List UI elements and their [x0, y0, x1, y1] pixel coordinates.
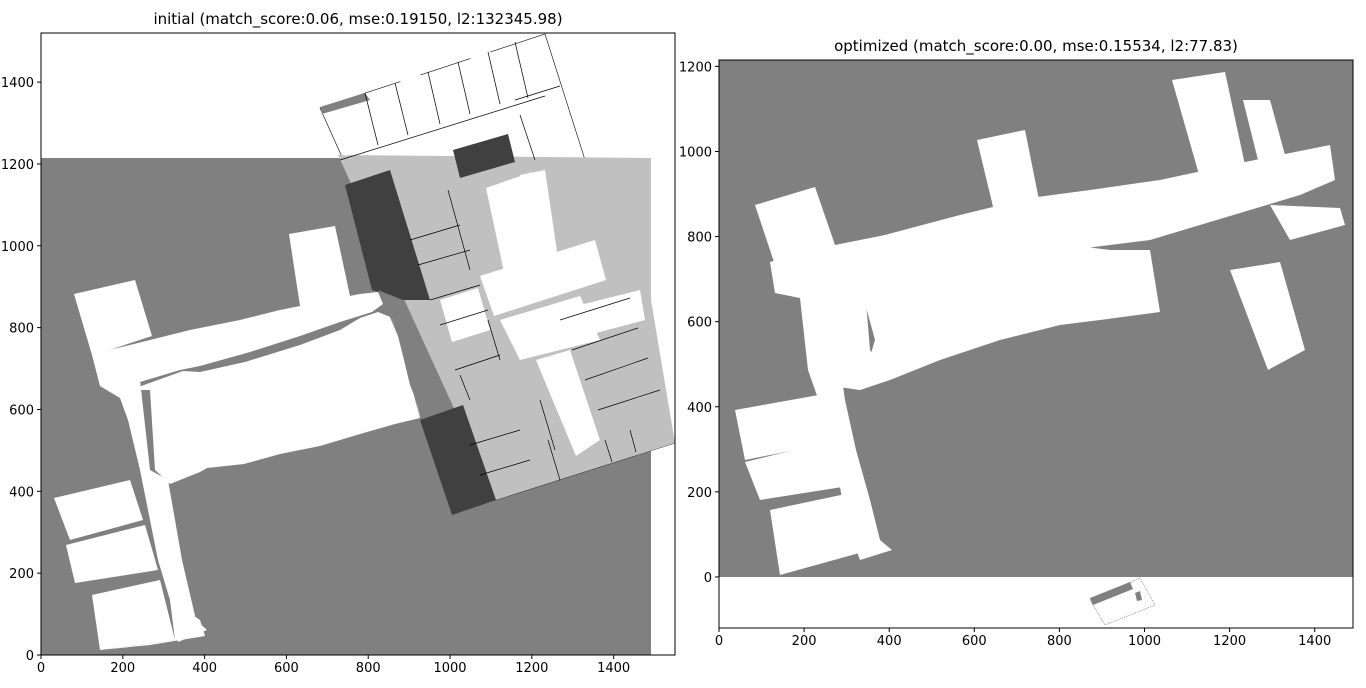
- x-tick-label: 400: [192, 661, 217, 676]
- panel-initial: initial (match_score:0.06, mse:0.19150, …: [1, 10, 676, 676]
- x-tick-label: 200: [792, 634, 817, 649]
- x-tick-label: 600: [274, 661, 299, 676]
- y-tick-label: 1000: [679, 145, 712, 160]
- y-tick-label: 1400: [1, 76, 34, 91]
- overlay-floorplan: [319, 33, 676, 515]
- y-tick-label: 0: [704, 571, 712, 586]
- y-tick-label: 1200: [1, 158, 34, 173]
- x-tick-label: 1400: [597, 661, 630, 676]
- x-tick-label: 800: [356, 661, 381, 676]
- y-tick-label: 600: [687, 316, 712, 331]
- y-axis-initial: 0 200 400 600 800 1000 1200 1400: [1, 76, 41, 664]
- x-tick-label: 0: [37, 661, 45, 676]
- x-tick-label: 800: [1047, 634, 1072, 649]
- free-space-initial: [54, 226, 420, 650]
- y-tick-label: 800: [9, 322, 34, 337]
- y-tick-label: 800: [687, 231, 712, 246]
- chart-title-initial: initial (match_score:0.06, mse:0.19150, …: [153, 10, 562, 29]
- panel-optimized: optimized (match_score:0.00, mse:0.15534…: [679, 37, 1354, 649]
- y-tick-label: 0: [26, 649, 34, 664]
- x-tick-label: 600: [962, 634, 987, 649]
- chart-title-optimized: optimized (match_score:0.00, mse:0.15534…: [834, 37, 1238, 56]
- x-tick-label: 200: [110, 661, 135, 676]
- plot-area-initial: [40, 32, 676, 656]
- x-tick-label: 1000: [1128, 634, 1161, 649]
- y-tick-label: 600: [9, 403, 34, 418]
- x-tick-label: 1200: [1213, 634, 1246, 649]
- axis-frame-optimized: [718, 59, 1354, 629]
- y-tick-label: 200: [687, 486, 712, 501]
- free-space-optimized: [735, 72, 1345, 575]
- x-tick-label: 400: [877, 634, 902, 649]
- x-tick-label: 0: [715, 634, 723, 649]
- plot-area-optimized: [718, 59, 1354, 629]
- overlay-floorplan-small: [1089, 577, 1156, 626]
- x-axis-initial: 0 200 400 600 800 1000 1200 1400: [37, 655, 630, 676]
- y-tick-label: 400: [687, 401, 712, 416]
- y-axis-optimized: 0 200 400 600 800 1000 1200: [679, 60, 719, 586]
- y-tick-label: 1200: [679, 60, 712, 75]
- x-tick-label: 1400: [1298, 634, 1331, 649]
- x-tick-label: 1000: [433, 661, 466, 676]
- axis-frame-initial: [40, 32, 676, 656]
- x-tick-label: 1200: [515, 661, 548, 676]
- x-axis-optimized: 0 200 400 600 800 1000 1200 1400: [715, 628, 1331, 649]
- y-tick-label: 1000: [1, 240, 34, 255]
- y-tick-label: 400: [9, 485, 34, 500]
- y-tick-label: 200: [9, 567, 34, 582]
